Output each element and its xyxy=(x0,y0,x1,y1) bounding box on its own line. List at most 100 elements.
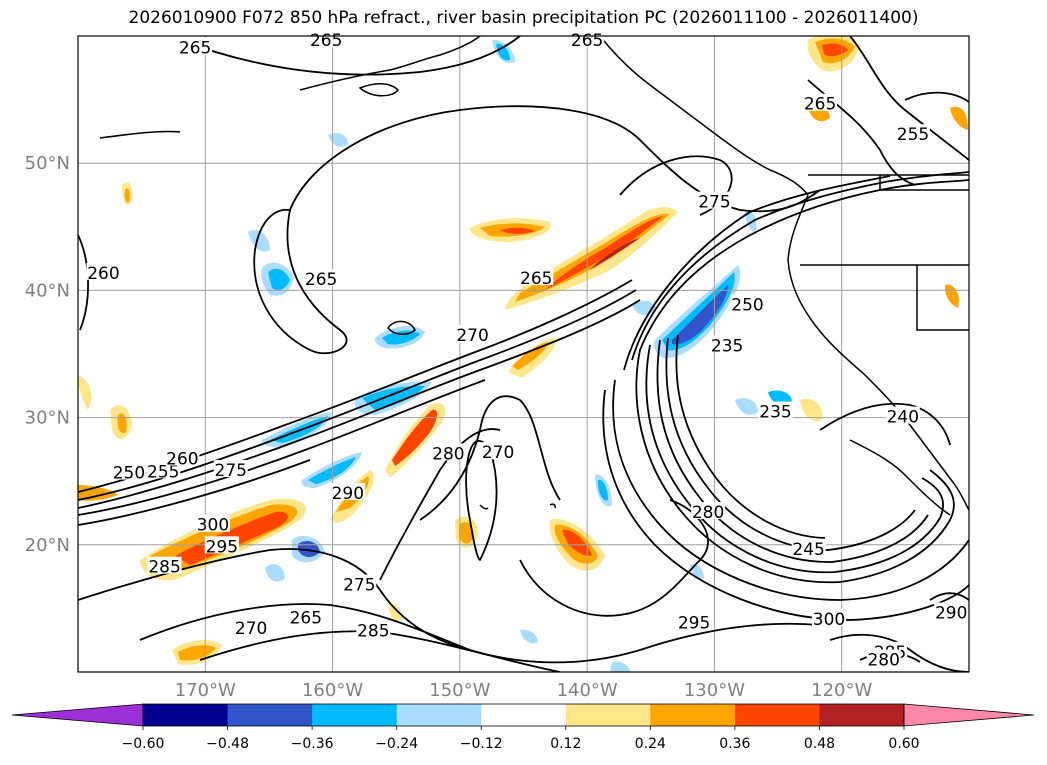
colorbar-tick-label: 0.36 xyxy=(719,736,750,752)
lon-tick-label: 140°W xyxy=(557,680,618,701)
contour-label: 240 xyxy=(887,408,919,428)
colorbar-tick-label: −0.12 xyxy=(460,736,503,752)
contour-label-bg xyxy=(730,294,765,312)
contour-label: 295 xyxy=(678,614,710,634)
lon-tick-label: 170°W xyxy=(175,680,236,701)
contour-label: 265 xyxy=(310,31,342,51)
contour-label-bg xyxy=(710,335,745,353)
lon-tick-label: 120°W xyxy=(811,680,872,701)
contour-label: 265 xyxy=(290,609,322,629)
contour-label: 270 xyxy=(456,326,488,346)
colorbar-under-extension xyxy=(11,703,144,727)
contour-label-bg xyxy=(791,538,826,556)
contour-label: 300 xyxy=(197,516,229,536)
contour-label-bg xyxy=(803,93,838,111)
contour-label: 285 xyxy=(148,558,180,578)
contour-label: 275 xyxy=(215,461,247,481)
contour-label: 275 xyxy=(698,193,730,213)
contour-label: 270 xyxy=(482,443,514,463)
contour-label-bg xyxy=(86,262,121,280)
contour-label-bg xyxy=(342,574,377,592)
contour-label: 265 xyxy=(179,39,211,59)
contour-label: 275 xyxy=(343,576,375,596)
contour-label-bg xyxy=(570,30,605,48)
lat-tick-label: 20°N xyxy=(25,535,70,556)
contour-label-bg xyxy=(111,462,146,480)
lon-tick-label: 160°W xyxy=(302,680,363,701)
contour-label-bg xyxy=(691,502,726,519)
contour-label-bg xyxy=(697,191,732,209)
colorbar-over-extension xyxy=(903,703,1035,727)
map-frame xyxy=(77,35,970,673)
contour-label: 255 xyxy=(147,462,179,482)
contour-label-bg xyxy=(356,620,391,638)
colorbar-tick-label: 0.60 xyxy=(888,736,919,752)
contour-label-bg xyxy=(934,602,969,620)
lon-tick-label: 150°W xyxy=(429,680,490,701)
colorbar: −0.60 −0.48 −0.36 −0.24 −0.12 0.12 0.24 0.36 0.4… xyxy=(11,703,1035,752)
contour-label-bg xyxy=(147,556,182,574)
lon-tick-label: 130°W xyxy=(684,680,745,701)
colorbar-bin xyxy=(312,704,398,726)
precipitation-shading xyxy=(78,36,968,672)
contour-label-bg xyxy=(677,612,712,630)
longitude-labels: 170°W 160°W 150°W 140°W 130°W 120°W xyxy=(175,680,873,701)
contour-label-bg xyxy=(519,267,554,285)
contour-label: 280 xyxy=(432,444,464,464)
colorbar-bin xyxy=(734,704,820,726)
colorbar-bin xyxy=(143,704,229,726)
contour-label: 265 xyxy=(571,31,603,51)
contour-label-bg xyxy=(455,325,490,343)
contour-label-bg xyxy=(309,30,344,48)
contour-label: 245 xyxy=(792,540,824,560)
contour-label: 265 xyxy=(520,269,552,289)
colorbar-tick-label: −0.36 xyxy=(291,736,334,752)
contour-label-bg xyxy=(885,406,920,424)
contour-label-bg xyxy=(758,401,793,419)
colorbar-tick-label: 0.12 xyxy=(550,736,581,752)
contour-label: 270 xyxy=(235,619,267,639)
contour-label-bg xyxy=(431,443,466,461)
contour-label-bg xyxy=(866,649,901,667)
colorbar-tick-label: 0.24 xyxy=(635,736,666,752)
latitude-labels: 20°N 30°N 40°N 50°N xyxy=(25,153,70,556)
contour-label-bg xyxy=(234,617,269,635)
lat-tick-label: 30°N xyxy=(25,408,70,429)
coastlines xyxy=(99,36,969,516)
contour-label: 280 xyxy=(867,651,899,671)
contour-label: 285 xyxy=(357,621,389,641)
colorbar-frame xyxy=(142,703,905,727)
contour-label-bg xyxy=(895,124,930,142)
contour-label: 250 xyxy=(731,296,763,316)
contour-label-bg xyxy=(204,536,239,554)
contour-label-bg xyxy=(330,482,365,500)
colorbar-bin xyxy=(481,704,567,726)
colorbar-tick-label: −0.24 xyxy=(375,736,418,752)
contour-label-bg xyxy=(213,460,248,478)
contour-label: 260 xyxy=(87,264,119,284)
contour-label: 290 xyxy=(332,484,364,504)
colorbar-bin xyxy=(227,704,313,726)
contour-label: 280 xyxy=(692,503,724,523)
lat-tick-label: 40°N xyxy=(25,280,70,301)
contour-label: 265 xyxy=(804,95,836,115)
colorbar-bin xyxy=(650,704,736,726)
contour-label: 290 xyxy=(935,603,967,623)
colorbar-tick-label: −0.60 xyxy=(122,736,165,752)
colorbar-tick-label: −0.48 xyxy=(206,736,249,752)
lat-tick-label: 50°N xyxy=(25,153,70,174)
contour-label: 300 xyxy=(813,610,845,630)
refractivity-contours xyxy=(78,36,969,672)
contour-labels: 265 265 265 265 255 275 260 265 265 250 270 235 235 2… xyxy=(86,30,969,671)
contour-label-bg xyxy=(481,442,516,460)
contour-label: 295 xyxy=(206,537,238,557)
contour-label: 250 xyxy=(113,464,145,484)
colorbar-bin xyxy=(396,704,482,726)
map-title: 2026010900 F072 850 hPa refract., river … xyxy=(128,8,919,28)
contour-label-bg xyxy=(288,607,323,625)
contour-label-bg xyxy=(165,448,200,466)
contour-label: 235 xyxy=(759,403,791,423)
contour-label-bg xyxy=(811,608,846,626)
contour-label-bg xyxy=(195,514,230,532)
